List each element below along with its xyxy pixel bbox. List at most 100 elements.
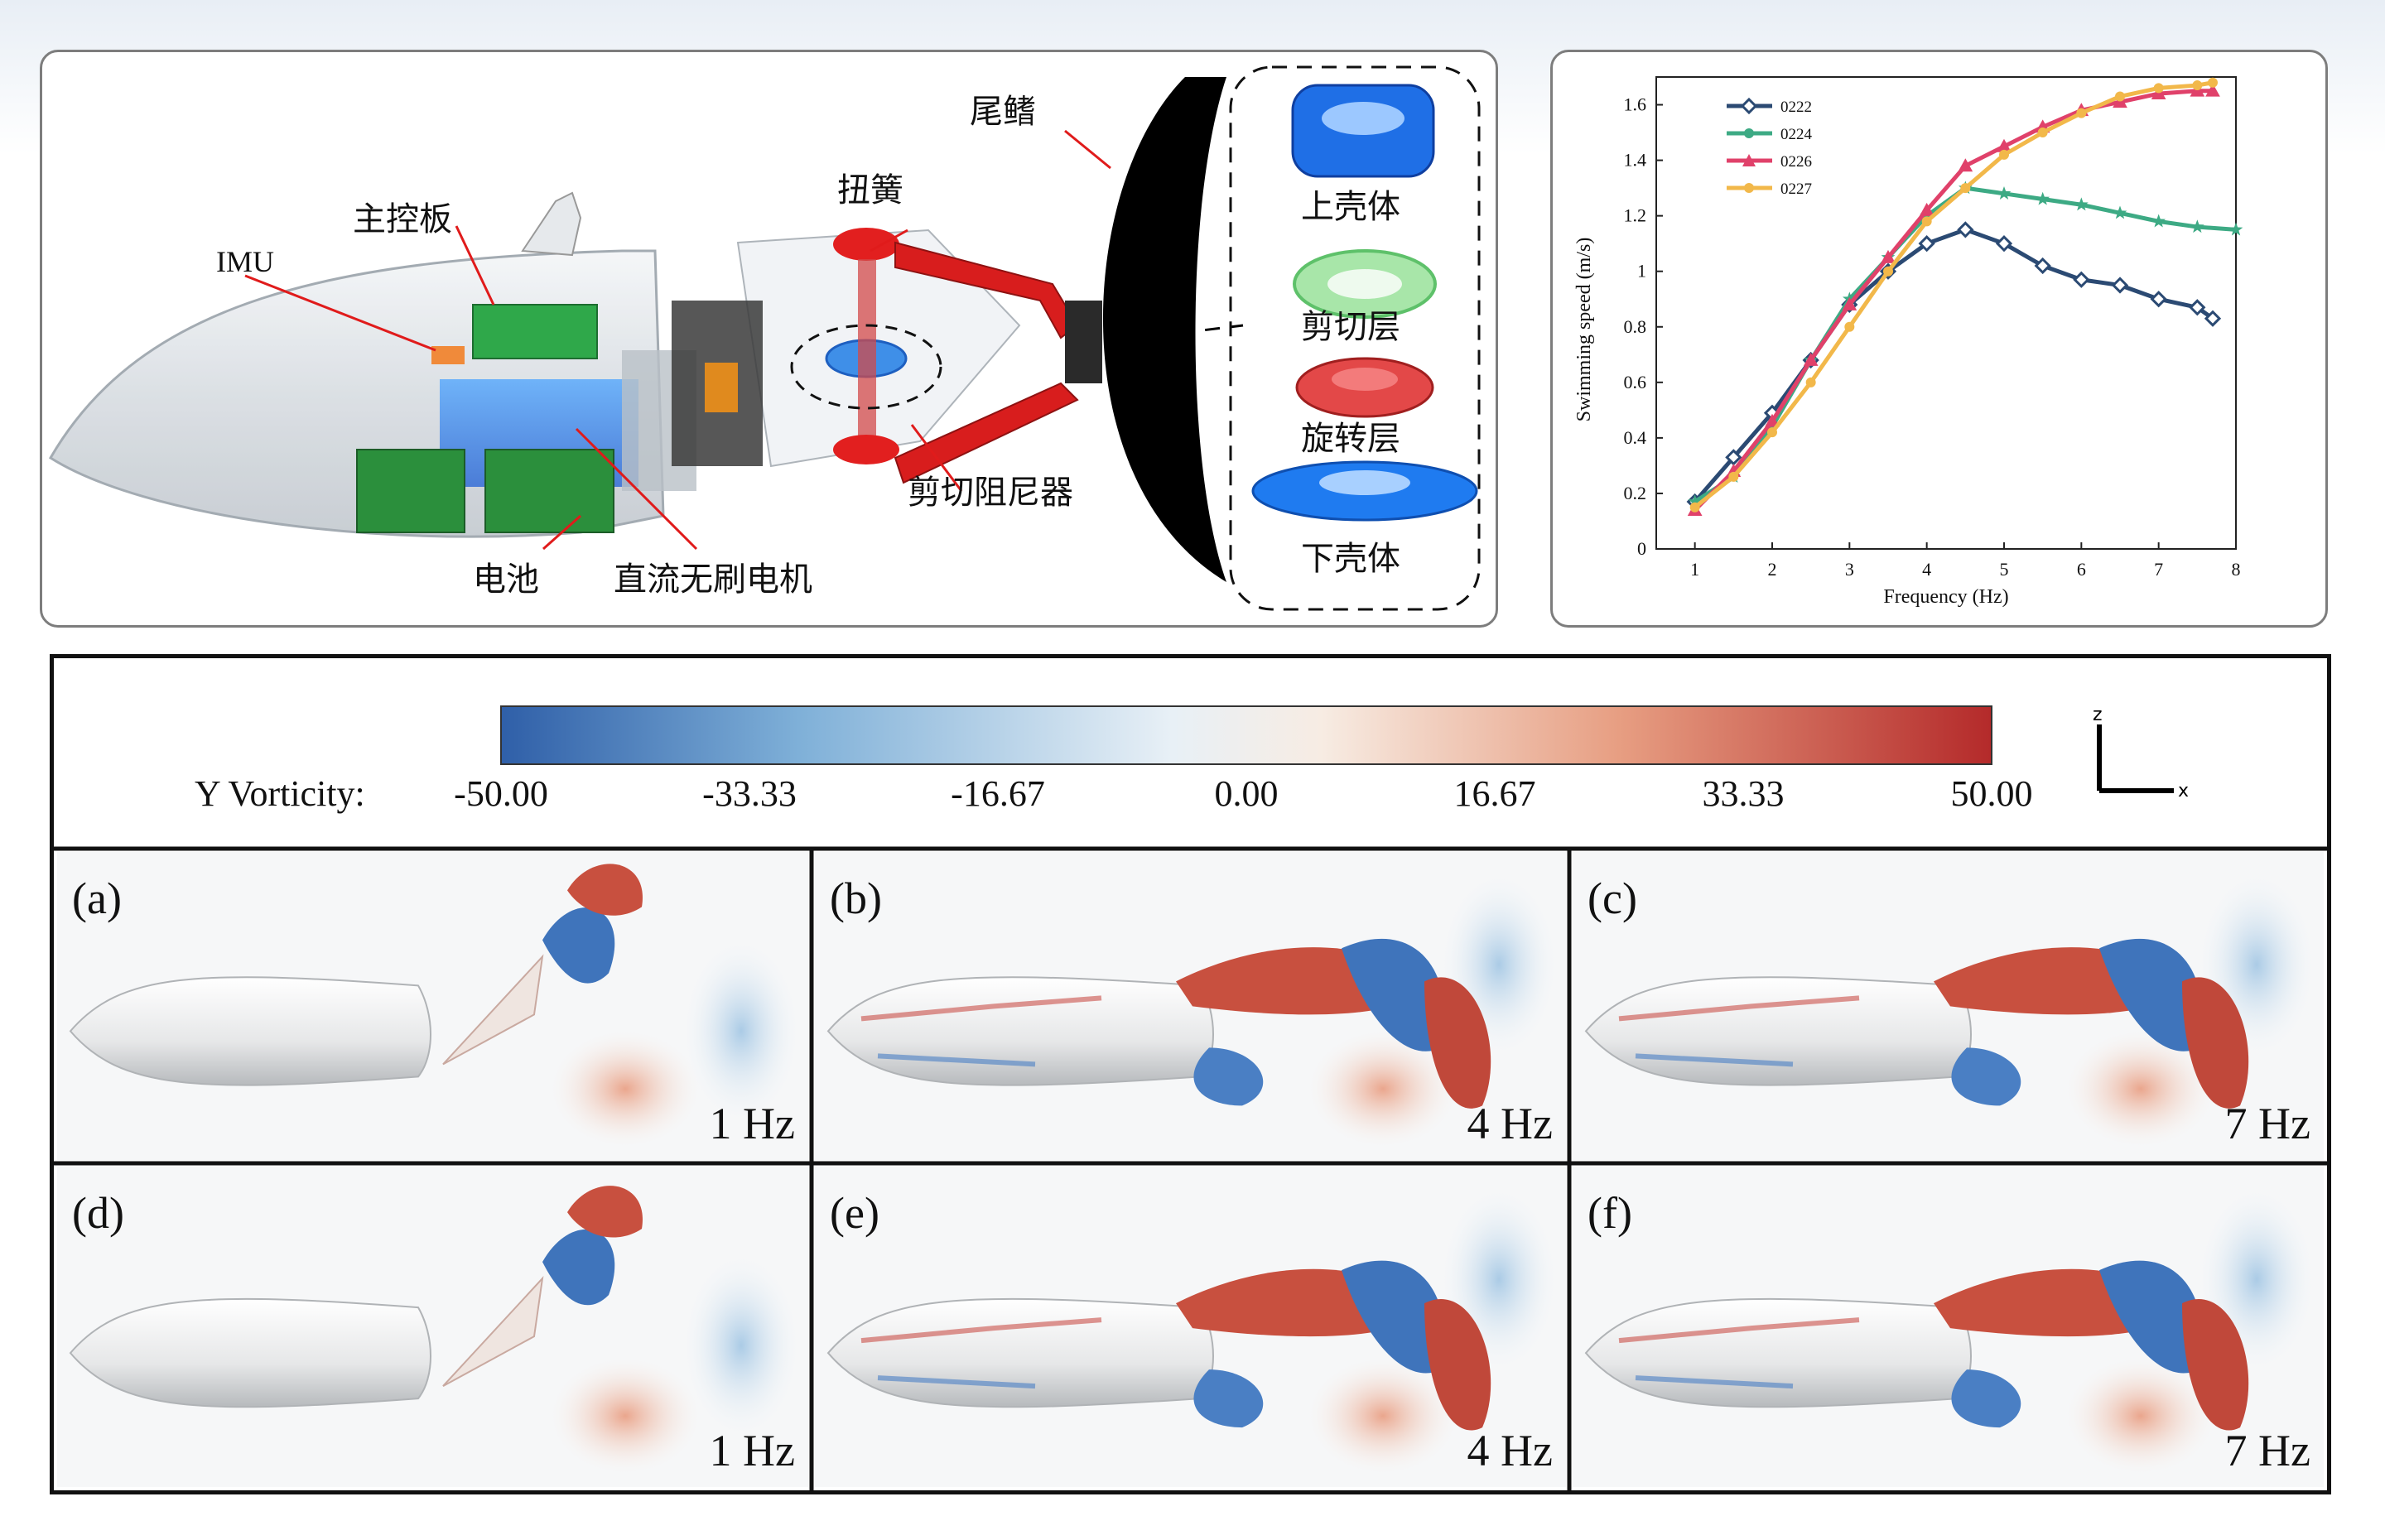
fish-body [826, 1297, 1214, 1408]
point-0224 [2228, 222, 2243, 236]
wake-red [2066, 1031, 2215, 1147]
legend-marker [1742, 154, 1756, 166]
wake-red [1308, 1358, 1458, 1474]
point-0226 [2205, 83, 2220, 97]
point-0227 [2153, 83, 2164, 94]
body-vortex-red [860, 995, 1102, 1022]
point-0227 [1689, 502, 1700, 513]
plot-frame [1655, 76, 2237, 550]
axis-x-label: x [2178, 781, 2189, 801]
colorbar-tick-label: -16.67 [951, 773, 1045, 814]
point-0224 [2151, 214, 2166, 228]
y-tick-label: 0.8 [1624, 316, 1647, 337]
point-0224 [2036, 191, 2050, 205]
vortex-blue-ring [1342, 938, 1445, 1052]
wake-red [551, 1358, 700, 1474]
label-tail-fin: 尾鳍 [970, 93, 1036, 131]
fish-body [69, 1297, 431, 1408]
y-tick-label: 0 [1637, 538, 1646, 559]
point-0227 [1805, 377, 1816, 387]
point-0227 [1728, 471, 1739, 482]
point-0227 [1767, 427, 1777, 438]
point-0227 [2208, 77, 2218, 88]
cell-frequency: 4 Hz [1467, 1099, 1553, 1148]
vortex-blue [542, 1229, 615, 1306]
vortex-red [567, 1186, 643, 1238]
colorbar-tick-label: -33.33 [702, 773, 797, 814]
point-0227 [2192, 80, 2203, 91]
vorticity-cell-e: (e) 4 Hz [815, 1167, 1566, 1487]
body-vortex-blue [1635, 1053, 1794, 1067]
upper-link-arm [894, 241, 1079, 339]
battery-pack-1 [356, 449, 465, 533]
vortex-red-ring [1424, 977, 1491, 1109]
vorticity-cell-c: (c) 7 Hz [1573, 852, 2324, 1160]
body-vortex-blue [877, 1053, 1036, 1067]
colorbar-tick-label: 50.00 [1951, 773, 2033, 814]
cell-tag: (e) [830, 1188, 879, 1238]
shear-layer-part [1293, 249, 1437, 319]
cell-tag: (a) [72, 873, 122, 923]
label-shear-damper: 剪切阻尼器 [908, 474, 1073, 512]
exploded-view-box [1229, 65, 1481, 611]
label-torsion-spring: 扭簧 [837, 171, 903, 209]
axis-z-label: z [2093, 705, 2103, 725]
gear-coupling [705, 363, 738, 412]
y-tick-label: 1 [1637, 261, 1646, 282]
colorbar-label: Y Vorticity: [195, 773, 365, 814]
wake-red [551, 1031, 700, 1147]
x-tick-label: 5 [2000, 559, 2009, 580]
label-motor: 直流无刷电机 [614, 561, 812, 599]
vortex-blue-lower [1951, 1369, 2021, 1428]
chart-series [1686, 77, 2243, 516]
point-0224 [1997, 186, 2012, 200]
legend-label-0227: 0227 [1780, 180, 1812, 198]
chart-axes: 1 2 3 4 5 6 7 8 0 0.2 0.4 0.6 0.8 1 1.2 1.4 1.6 [1624, 76, 2241, 580]
vortex-red [567, 864, 643, 916]
point-0222 [1957, 221, 1974, 238]
vortex-red-ring [2182, 977, 2249, 1109]
x-tick-label: 2 [1768, 559, 1777, 580]
wake-blue [683, 1254, 799, 1437]
label-battery: 电池 [473, 561, 539, 599]
spring-cap-bottom [833, 435, 899, 464]
point-0227 [2037, 128, 2048, 138]
point-0227 [1844, 321, 1855, 332]
rotation-layer-part [1295, 357, 1434, 418]
lower-shell-part [1251, 460, 1478, 522]
vorticity-cell-d: (d) 1 Hz [57, 1167, 808, 1487]
wake-red [2066, 1358, 2215, 1474]
cell-frequency: 1 Hz [710, 1426, 795, 1475]
point-0224 [2190, 219, 2204, 233]
vortex-blue-ring [1342, 1260, 1445, 1374]
dorsal-fin [521, 191, 582, 257]
point-0226 [1842, 296, 1857, 310]
body-vortex-blue [877, 1375, 1036, 1389]
label-imu: IMU [216, 245, 274, 278]
vortex-blue-lower [1193, 1047, 1264, 1106]
legend-marker [1744, 128, 1754, 138]
label-rotation-layer: 旋转层 [1301, 420, 1400, 458]
colorbar-tick-label: -50.00 [454, 773, 548, 814]
point-0227 [2115, 91, 2125, 102]
vorticity-cell-a: (a) 1 Hz [57, 852, 808, 1160]
point-0222 [2073, 271, 2090, 288]
x-tick-label: 8 [2232, 559, 2241, 580]
fish-body [1584, 1297, 1972, 1408]
leader-lines [244, 129, 1111, 551]
tail-fin-surface [442, 954, 544, 1066]
x-axis-label: Frequency (Hz) [1883, 586, 2008, 608]
upper-shell-part [1291, 84, 1435, 178]
speed-chart-panel: 1 2 3 4 5 6 7 8 0 0.2 0.4 0.6 0.8 1 1.2 1.4 1.6 0222 0224… [1550, 50, 2328, 628]
colorbar [500, 705, 1992, 765]
point-0222 [2189, 299, 2206, 316]
imu-chip [431, 346, 465, 364]
damper-highlight [790, 324, 942, 410]
vortex-blue-lower [1951, 1047, 2021, 1106]
cell-frequency: 7 Hz [2225, 1426, 2310, 1475]
cell-frequency: 1 Hz [710, 1099, 795, 1148]
vortex-blue-ring [2099, 1260, 2203, 1374]
point-0226 [1919, 202, 1934, 216]
cell-frequency: 7 Hz [2225, 1099, 2310, 1148]
point-0227 [1960, 183, 1971, 194]
